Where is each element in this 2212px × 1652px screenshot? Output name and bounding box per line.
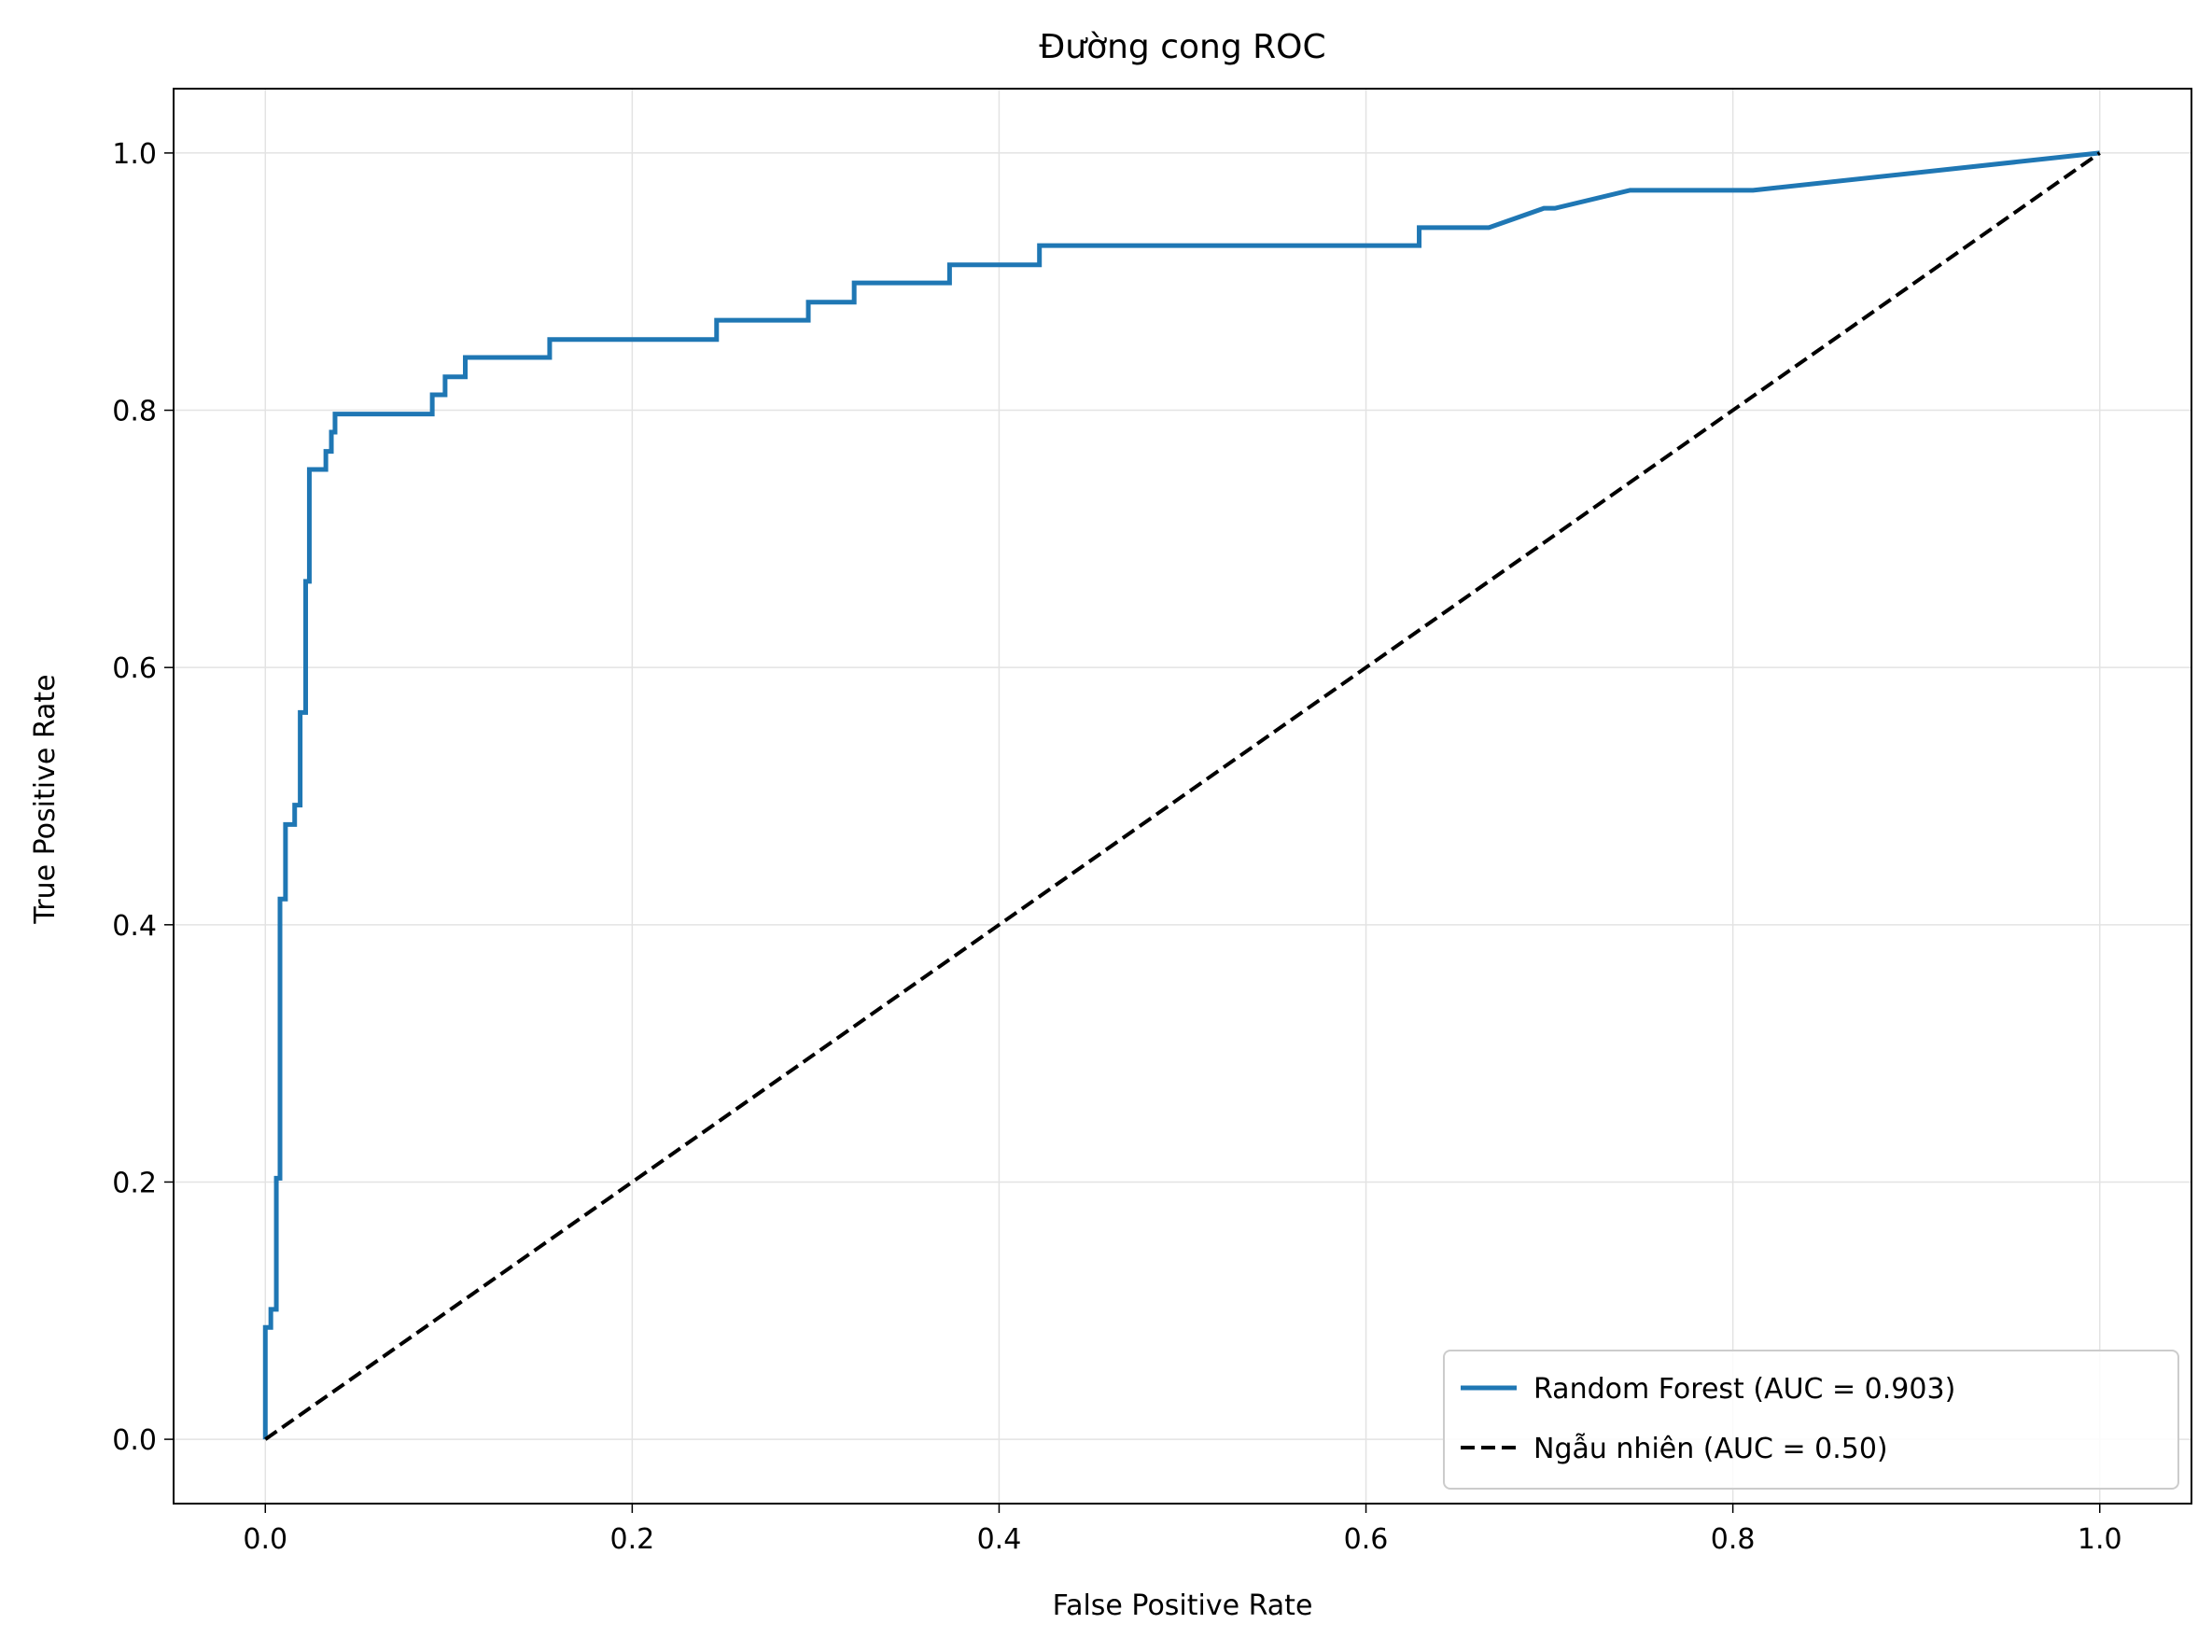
legend-entry-label: Random Forest (AUC = 0.903) [1533, 1373, 1955, 1406]
chart-title: Đường cong ROC [1039, 28, 1325, 66]
y-axis-label: True Positive Rate [29, 674, 62, 924]
random-baseline-line [264, 151, 2101, 1441]
x-tick-label: 0.4 [977, 1523, 1022, 1556]
y-tick-label: 1.0 [112, 138, 157, 171]
y-tick-label: 0.4 [112, 910, 157, 943]
y-tick-label: 0.0 [112, 1424, 157, 1457]
series-lines [262, 150, 2101, 1441]
x-axis-label: False Positive Rate [1053, 1589, 1313, 1622]
x-tick-label: 1.0 [2078, 1523, 2122, 1556]
grid-lines [174, 89, 2191, 1504]
legend-box [1443, 1350, 2179, 1490]
random-forest-roc-line [262, 150, 2100, 1440]
legend-entry-label: Ngẫu nhiên (AUC = 0.50) [1533, 1433, 1888, 1465]
legend: Random Forest (AUC = 0.903) Ngẫu nhiên (A… [1443, 1350, 2179, 1490]
x-tick-label: 0.2 [610, 1523, 655, 1556]
axis-ticks: 0.0 0.2 0.4 0.6 0.8 1.0 0.0 0.2 0.4 0.6 0.8 1.0 [112, 138, 2121, 1556]
y-tick-label: 0.6 [112, 652, 157, 685]
x-tick-label: 0.8 [1711, 1523, 1756, 1556]
y-tick-label: 0.8 [112, 396, 157, 428]
x-tick-label: 0.0 [243, 1523, 287, 1556]
x-tick-label: 0.6 [1344, 1523, 1389, 1556]
plot-frame [173, 88, 2192, 1505]
y-tick-label: 0.2 [112, 1167, 157, 1199]
